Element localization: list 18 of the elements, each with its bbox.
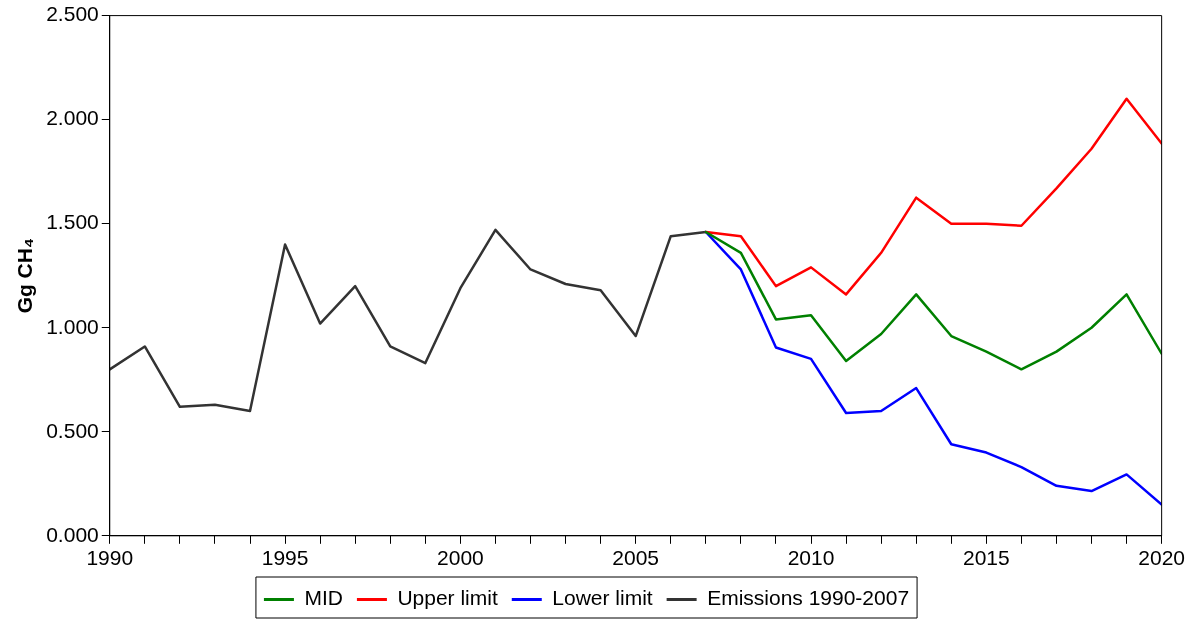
y-tick-label: 2.500 [46,2,99,26]
y-tick-label: 1.500 [46,210,99,234]
legend-label: Lower limit [552,586,653,610]
x-tick-label: 2020 [1138,546,1185,570]
legend-label: MID [304,586,343,610]
y-tick-label: 1.000 [46,314,99,338]
legend-label: Emissions 1990-2007 [707,586,910,610]
x-tick-label: 2005 [612,546,660,570]
x-tick-label: 2010 [787,546,835,570]
x-tick-label: 2000 [437,546,484,570]
y-axis-title: Gg CH₄ [13,238,37,314]
y-tick-label: 2.000 [46,106,99,130]
legend-label: Upper limit [397,586,498,610]
x-tick-label: 2015 [962,546,1010,570]
x-tick-label: 1995 [261,546,309,570]
y-tick-label: 0.500 [46,418,99,442]
x-tick-label: 1990 [86,546,134,570]
y-tick-label: 0.000 [46,522,99,546]
